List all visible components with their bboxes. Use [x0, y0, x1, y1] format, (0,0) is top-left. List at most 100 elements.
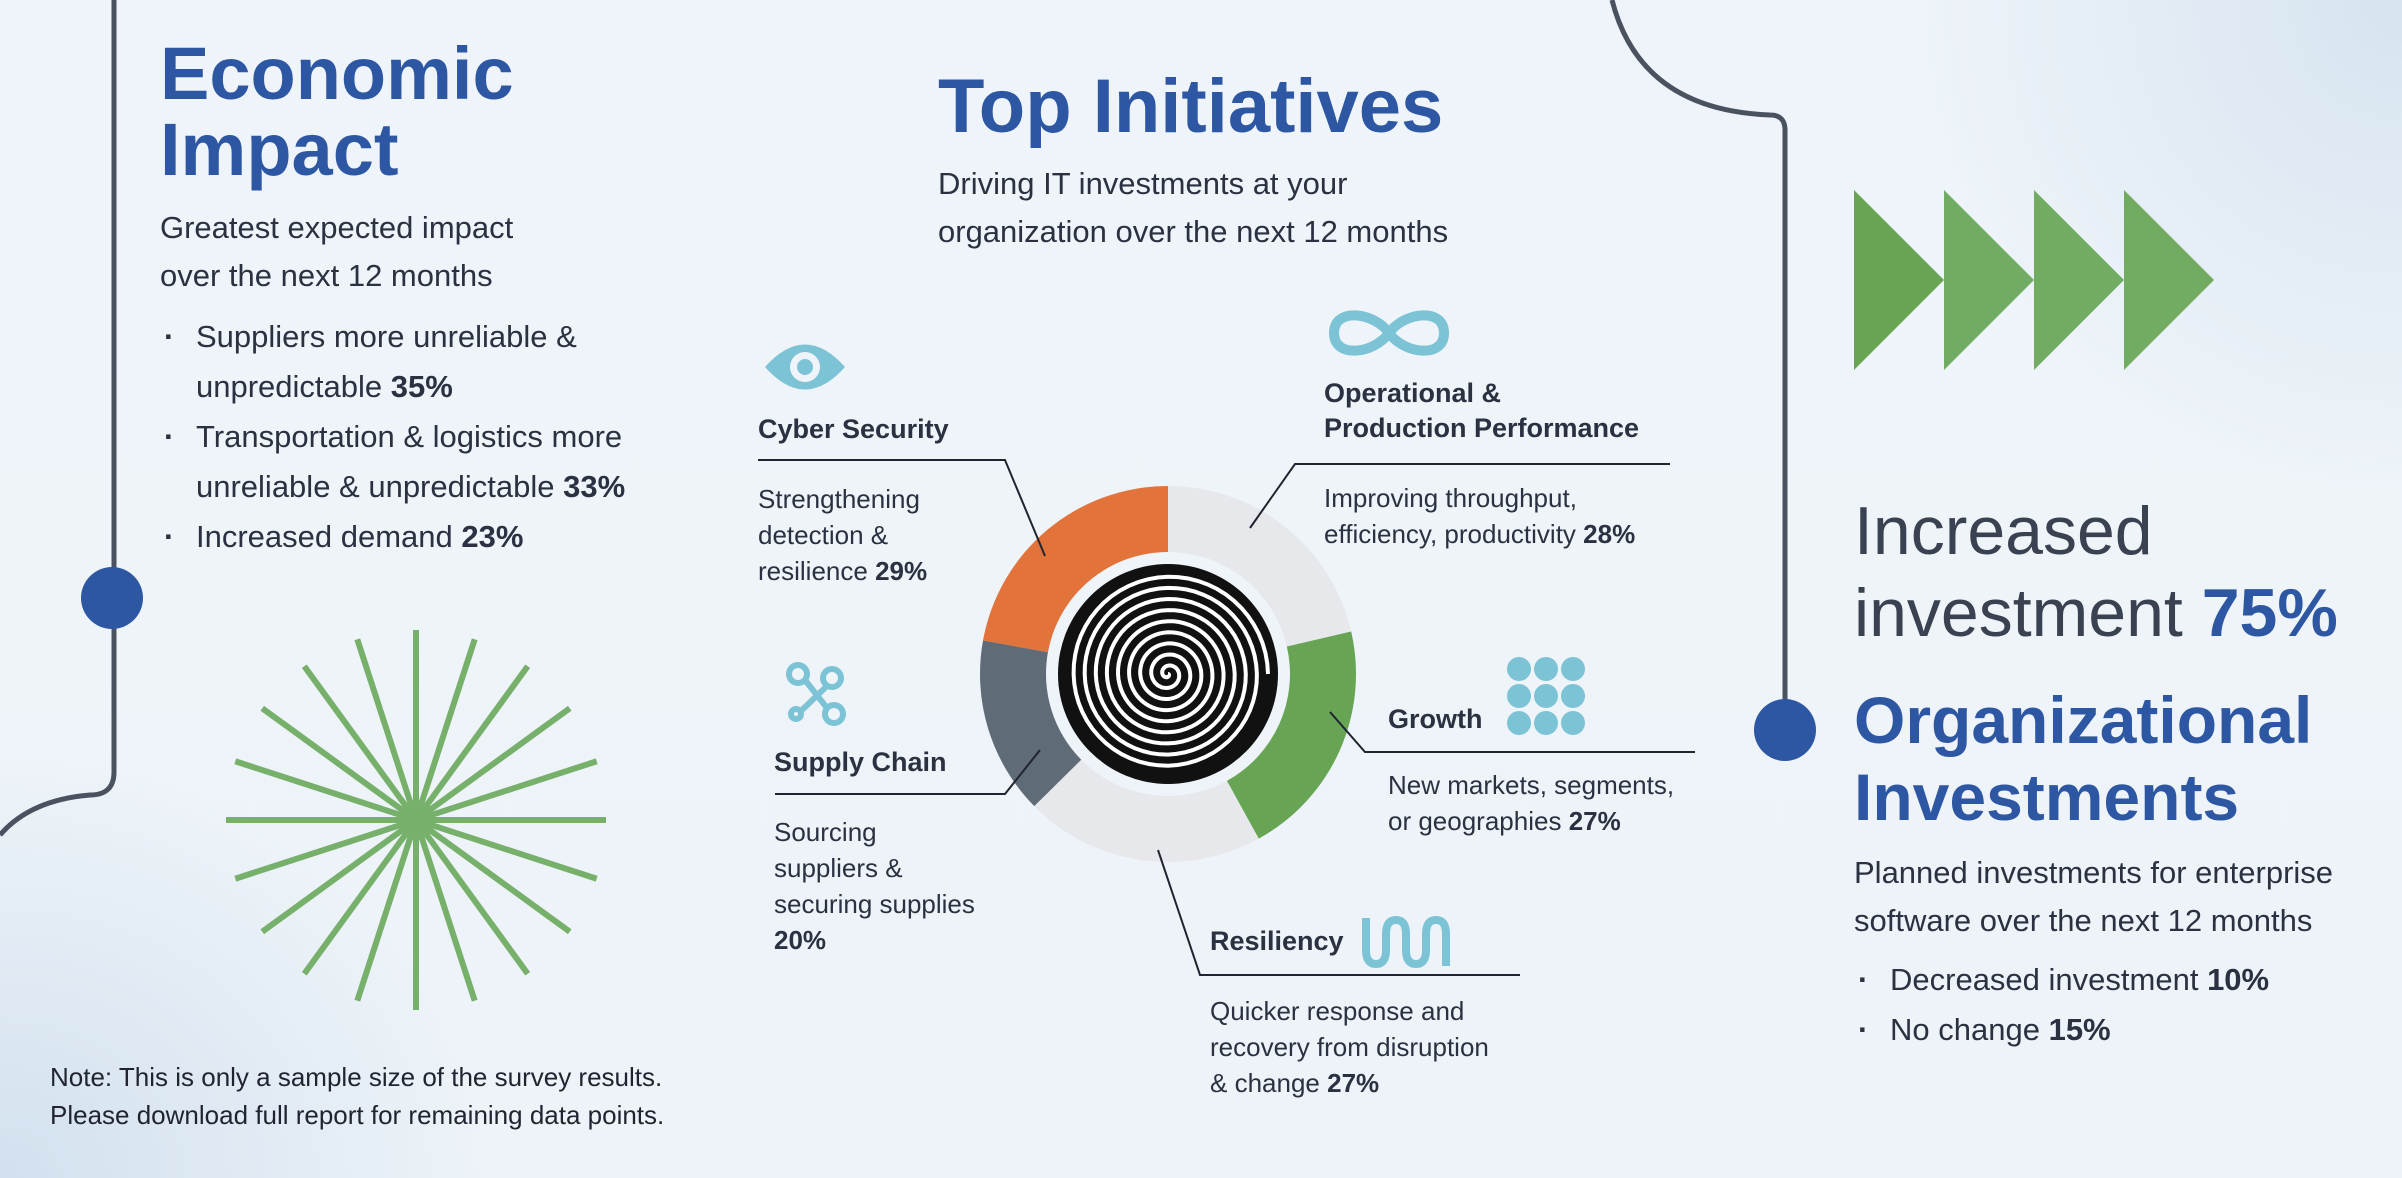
org-list: Decreased investment 10% No change 15% — [1854, 955, 2394, 1055]
resiliency-desc: Quicker response and recovery from disru… — [1210, 993, 1550, 1101]
list-item-value: 33% — [563, 469, 626, 505]
leader-line-resiliency — [1157, 849, 1520, 976]
desc-line: Sourcing — [774, 817, 877, 847]
dots-grid-icon — [1507, 657, 1585, 735]
list-item-value: 35% — [390, 369, 453, 405]
desc-line: or geographies — [1388, 806, 1562, 836]
desc-line: detection & — [758, 520, 889, 550]
infinity-icon — [1328, 310, 1450, 356]
leader-line-growth — [1329, 711, 1695, 753]
list-item-text: unreliable & unpredictable — [196, 469, 555, 505]
operational-label: Operational & Production Performance — [1324, 376, 1704, 446]
timeline-dot-left — [81, 567, 143, 629]
initiatives-title: Top Initiatives — [938, 64, 1444, 149]
wave-icon — [1362, 915, 1450, 969]
footnote: Note: This is only a sample size of the … — [50, 1058, 664, 1134]
economic-subtitle: Greatest expected impact over the next 1… — [160, 204, 720, 300]
donut-slice-operational-production-performance — [1168, 486, 1352, 647]
desc-value: 28% — [1583, 519, 1636, 549]
desc-line: suppliers & — [774, 853, 903, 883]
org-subtitle-line2: software over the next 12 months — [1854, 903, 2313, 939]
economic-title-line1: Economic — [160, 32, 514, 115]
supply-chain-label: Supply Chain — [774, 747, 947, 777]
list-item-text: No change — [1890, 1012, 2040, 1048]
cyber-security-desc: Strengthening detection & resilience 29% — [758, 481, 1018, 589]
economic-title-line2: Impact — [160, 108, 399, 192]
economic-subtitle-line2: over the next 12 months — [160, 258, 493, 294]
economic-title: Economic Impact — [160, 35, 720, 192]
desc-line: Strengthening — [758, 484, 920, 514]
grid-dot — [1561, 657, 1585, 681]
donut-slice-cyber-security — [983, 486, 1168, 653]
list-item: Increased demand 23% — [160, 512, 720, 562]
grid-dot — [1561, 711, 1585, 735]
increased-investment-line2: investment — [1854, 575, 2183, 651]
desc-line: Improving throughput, — [1324, 483, 1577, 513]
grid-dot — [1534, 711, 1558, 735]
label-line: Operational & — [1324, 378, 1502, 408]
desc-line: New markets, segments, — [1388, 770, 1675, 800]
donut-slice-resiliency — [1034, 759, 1259, 862]
economic-subtitle-line1: Greatest expected impact — [160, 210, 514, 246]
leader-line-cyber — [758, 459, 1046, 557]
supply-chain-desc: Sourcing suppliers & securing supplies 2… — [774, 814, 1034, 958]
economic-list: Suppliers more unreliable & unpredictabl… — [160, 312, 720, 562]
footnote-line1: Note: This is only a sample size of the … — [50, 1062, 663, 1092]
org-subtitle: Planned investments for enterprise softw… — [1854, 849, 2394, 945]
starburst-ray — [234, 758, 598, 882]
list-item-value: 10% — [2207, 962, 2270, 998]
nodes-icon — [786, 662, 846, 726]
donut-slice-supply-chain — [980, 640, 1082, 807]
initiatives-subtitle-line1: Driving IT investments at your — [938, 166, 1348, 202]
list-item-text: Decreased investment — [1890, 962, 2199, 998]
org-title: Organizational Investments — [1854, 682, 2394, 835]
economic-impact-section: Economic Impact Greatest expected impact… — [160, 35, 720, 562]
growth-label: Growth — [1388, 704, 1483, 734]
org-title-line1: Organizational — [1854, 683, 2313, 757]
initiatives-header: Top Initiatives Driving IT investments a… — [938, 64, 1638, 256]
desc-line: & change — [1210, 1068, 1320, 1098]
increased-investment: Increased investment 75% — [1854, 490, 2394, 654]
list-item: No change 15% — [1854, 1005, 2394, 1055]
org-title-line2: Investments — [1854, 759, 2240, 834]
list-item: Transportation & logistics more unreliab… — [160, 412, 720, 512]
list-item-value: 15% — [2048, 1012, 2111, 1048]
desc-line: Quicker response and — [1210, 996, 1465, 1026]
org-subtitle-line1: Planned investments for enterprise — [1854, 855, 2334, 891]
resiliency-label: Resiliency — [1210, 926, 1344, 956]
increased-investment-value: 75% — [2201, 575, 2338, 651]
list-item-text: Suppliers more unreliable & — [196, 319, 577, 355]
operational-desc: Improving throughput, efficiency, produc… — [1324, 480, 1704, 552]
desc-line: resilience — [758, 556, 868, 586]
timeline-dot-right — [1754, 699, 1816, 761]
cyber-security-block: Cyber Security Strengthening detection &… — [758, 412, 1018, 589]
grid-dot — [1507, 711, 1531, 735]
list-item-text: Increased demand — [196, 519, 453, 555]
growth-desc: New markets, segments, or geographies 27… — [1388, 767, 1728, 839]
donut-slice-growth — [1226, 631, 1356, 839]
grid-dot — [1534, 684, 1558, 708]
supply-chain-block: Supply Chain Sourcing suppliers & securi… — [774, 745, 1034, 958]
desc-line: securing supplies — [774, 889, 975, 919]
desc-value: 20% — [774, 925, 827, 955]
growth-block: Growth New markets, segments, or geograp… — [1388, 702, 1728, 839]
list-item-value: 23% — [461, 519, 524, 555]
org-investments-section: Increased investment 75% Organizational … — [1854, 490, 2394, 1055]
eye-icon — [765, 344, 845, 390]
desc-value: 27% — [1568, 806, 1621, 836]
footnote-line2: Please download full report for remainin… — [50, 1100, 665, 1130]
desc-value: 29% — [875, 556, 928, 586]
desc-value: 27% — [1327, 1068, 1380, 1098]
operational-block: Operational & Production Performance Imp… — [1324, 376, 1704, 552]
leader-line-supply — [775, 749, 1041, 795]
initiatives-subtitle: Driving IT investments at your organizat… — [938, 160, 1638, 256]
list-item-text: Transportation & logistics more — [196, 419, 623, 455]
increased-investment-line1: Increased — [1854, 493, 2153, 569]
initiatives-subtitle-line2: organization over the next 12 months — [938, 214, 1449, 250]
list-item: Decreased investment 10% — [1854, 955, 2394, 1005]
resiliency-block: Resiliency Quicker response and recovery… — [1210, 924, 1550, 1101]
desc-line: recovery from disruption — [1210, 1032, 1489, 1062]
grid-dot — [1534, 657, 1558, 681]
